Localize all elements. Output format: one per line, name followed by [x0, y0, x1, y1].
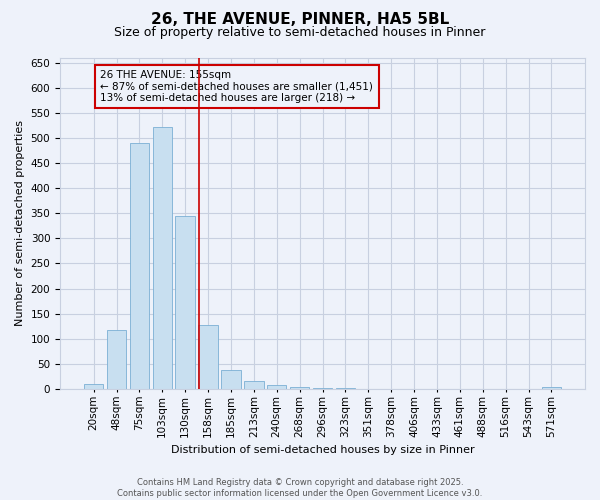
Bar: [199, 324, 218, 389]
Bar: [107, 330, 126, 389]
Text: Size of property relative to semi-detached houses in Pinner: Size of property relative to semi-detach…: [115, 26, 485, 39]
Bar: [84, 384, 103, 389]
Bar: [267, 386, 286, 389]
Text: Contains HM Land Registry data © Crown copyright and database right 2025.
Contai: Contains HM Land Registry data © Crown c…: [118, 478, 482, 498]
Text: 26, THE AVENUE, PINNER, HA5 5BL: 26, THE AVENUE, PINNER, HA5 5BL: [151, 12, 449, 28]
Bar: [244, 382, 263, 389]
Bar: [130, 143, 149, 389]
Bar: [221, 370, 241, 389]
Bar: [542, 388, 561, 389]
Bar: [290, 387, 310, 389]
Bar: [313, 388, 332, 389]
Text: 26 THE AVENUE: 155sqm
← 87% of semi-detached houses are smaller (1,451)
13% of s: 26 THE AVENUE: 155sqm ← 87% of semi-deta…: [100, 70, 373, 103]
Bar: [335, 388, 355, 389]
Bar: [152, 127, 172, 389]
Y-axis label: Number of semi-detached properties: Number of semi-detached properties: [15, 120, 25, 326]
Bar: [175, 216, 195, 389]
X-axis label: Distribution of semi-detached houses by size in Pinner: Distribution of semi-detached houses by …: [171, 445, 475, 455]
